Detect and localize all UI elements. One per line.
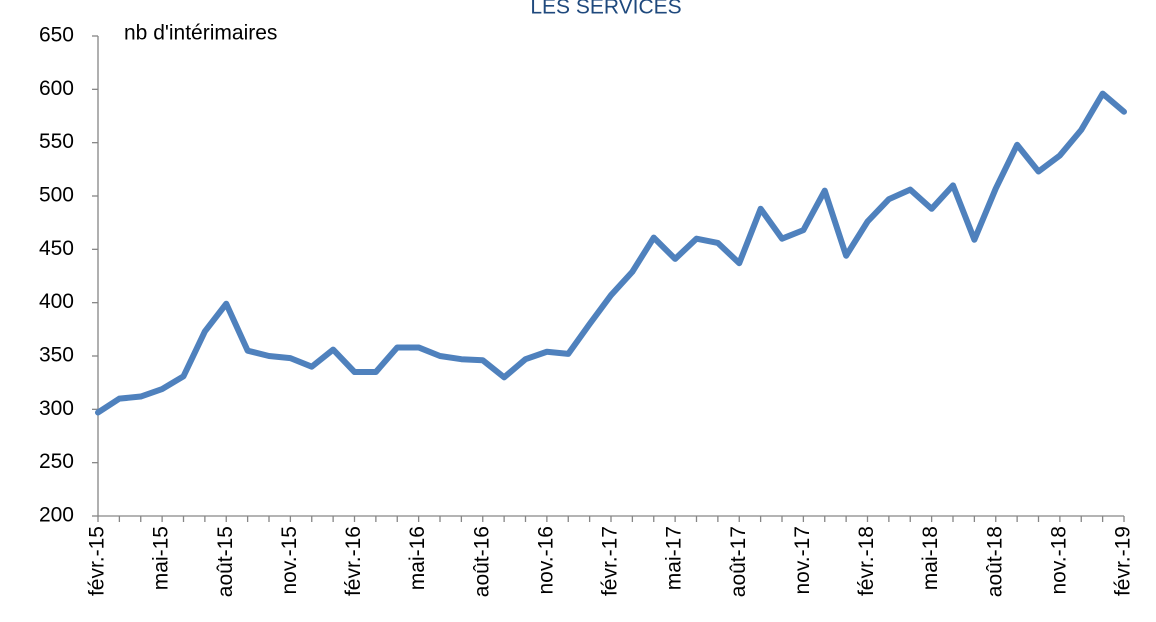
x-tick-label: mai-16 <box>406 526 429 590</box>
y-tick-label: 600 <box>39 77 74 100</box>
x-tick-label: févr.-16 <box>342 526 365 596</box>
x-tick-label: mai-15 <box>150 526 173 590</box>
chart-title: LES SERVICES <box>530 0 681 19</box>
x-tick-label: févr.-15 <box>86 526 109 596</box>
y-tick-label: 200 <box>39 504 74 527</box>
x-tick-label: nov.-16 <box>534 526 557 595</box>
x-tick-label: nov.-18 <box>1047 526 1070 595</box>
y-tick-label: 400 <box>39 290 74 313</box>
y-tick-label: 350 <box>39 344 74 367</box>
y-tick-label: 550 <box>39 130 74 153</box>
x-tick-label: août-17 <box>727 526 750 597</box>
y-tick-label: 500 <box>39 184 74 207</box>
x-tick-label: nov.-15 <box>278 526 301 595</box>
x-tick-label: févr.-19 <box>1112 526 1135 596</box>
y-tick-label: 250 <box>39 450 74 473</box>
x-tick-label: nov.-17 <box>791 526 814 595</box>
y-tick-label: 650 <box>39 24 74 47</box>
y-axis-label: nb d'intérimaires <box>124 22 277 45</box>
x-tick-label: août-16 <box>470 526 493 597</box>
x-tick-label: août-15 <box>214 526 237 597</box>
x-tick-label: août-18 <box>983 526 1006 597</box>
x-tick-label: mai-17 <box>663 526 686 590</box>
x-tick-label: févr.-17 <box>599 526 622 596</box>
line <box>95 90 1127 416</box>
x-tick-label: mai-18 <box>919 526 942 590</box>
y-tick-label: 450 <box>39 237 74 260</box>
x-tick-label: févr.-18 <box>855 526 878 596</box>
y-tick-label: 300 <box>39 397 74 420</box>
